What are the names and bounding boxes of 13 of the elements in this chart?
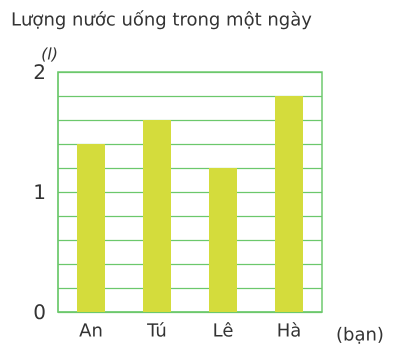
x-tick-label: Lê (212, 320, 234, 342)
y-tick-label: 0 (33, 300, 46, 324)
bar (209, 168, 237, 312)
y-axis-title: (l) (41, 44, 58, 64)
bar (77, 144, 105, 312)
x-axis-title: (bạn) (336, 324, 384, 346)
chart-title: Lượng nước uống trong một ngày (11, 10, 312, 30)
bar (143, 120, 171, 312)
bar (275, 96, 303, 312)
x-tick-label: Hà (276, 320, 302, 342)
x-tick-label: An (79, 320, 103, 342)
y-tick-label: 1 (33, 180, 46, 204)
x-tick-label: Tú (146, 320, 167, 342)
